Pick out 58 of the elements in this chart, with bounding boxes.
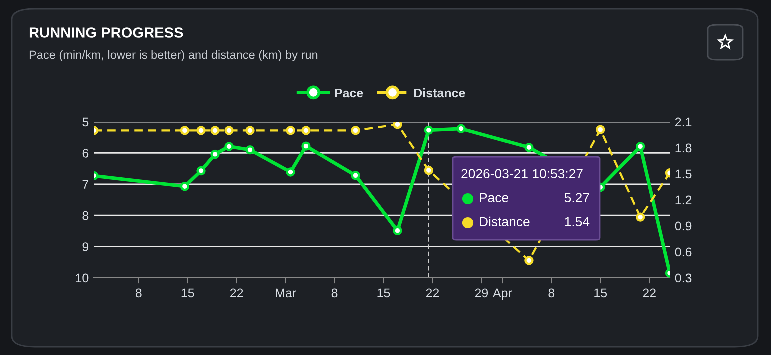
point <box>196 126 206 136</box>
point <box>302 126 311 136</box>
legend-label: Distance <box>414 88 466 98</box>
y-tick-label: 8 <box>82 211 89 220</box>
point <box>393 226 402 236</box>
x-tick-label: 22 <box>426 288 440 298</box>
y2-tick-label: 2.1 <box>675 118 692 127</box>
y-tick-label: 7 <box>82 180 89 189</box>
chart-subtitle: Pace (min/km, lower is better) and distance (km) by run <box>30 50 318 62</box>
chart-title: RUNNING PROGRESS <box>30 28 184 38</box>
x-tick-label: 29 <box>475 288 488 298</box>
x-tick-label: 8 <box>136 288 142 298</box>
annotation: 2026-03-21 10:53:27 <box>462 169 583 179</box>
y2-tick-label: 1.5 <box>676 170 692 179</box>
point <box>456 124 466 134</box>
x-tick-label: Apr <box>492 288 512 300</box>
y-tick-label: 5 <box>82 118 89 127</box>
y2-tick-label: 1.2 <box>676 196 692 205</box>
x-tick-label: 15 <box>182 288 194 298</box>
point <box>524 256 534 266</box>
point <box>246 126 255 136</box>
y2-tick-label: 1.8 <box>676 144 692 153</box>
point <box>636 212 646 222</box>
text: Pace 5.27 <box>480 193 590 203</box>
y-tick-label: 6 <box>82 149 89 158</box>
x-tick-label: 22 <box>230 288 244 298</box>
point <box>180 126 190 136</box>
point <box>596 125 606 134</box>
point <box>196 166 206 176</box>
x-tick-label: 15 <box>378 288 390 298</box>
point <box>424 126 434 136</box>
x-tick-label: 8 <box>548 288 555 298</box>
y2-tick-label: 0.3 <box>675 274 692 283</box>
x-tick-label: 8 <box>332 288 338 298</box>
point <box>286 168 296 177</box>
point <box>424 166 434 176</box>
point <box>524 143 534 152</box>
point <box>210 126 220 136</box>
point <box>636 142 646 152</box>
x-tick-label: Mar <box>276 288 296 298</box>
y2-tick-label: 0.6 <box>675 248 692 257</box>
legend-label: Pace <box>335 88 364 98</box>
point <box>351 171 360 180</box>
point <box>286 126 296 136</box>
x-tick-label: 22 <box>643 288 656 298</box>
point <box>180 182 190 192</box>
point <box>210 150 220 160</box>
point <box>224 126 234 136</box>
y-tick-label: 10 <box>76 274 89 283</box>
point <box>351 126 360 136</box>
point <box>302 142 311 151</box>
point <box>246 146 255 155</box>
y2-tick-label: 0.9 <box>675 222 692 231</box>
point <box>393 122 402 130</box>
text: Distance 1.54 <box>480 216 590 227</box>
x-tick-label: 15 <box>594 288 608 298</box>
point <box>224 142 234 152</box>
y-tick-label: 9 <box>82 242 89 252</box>
